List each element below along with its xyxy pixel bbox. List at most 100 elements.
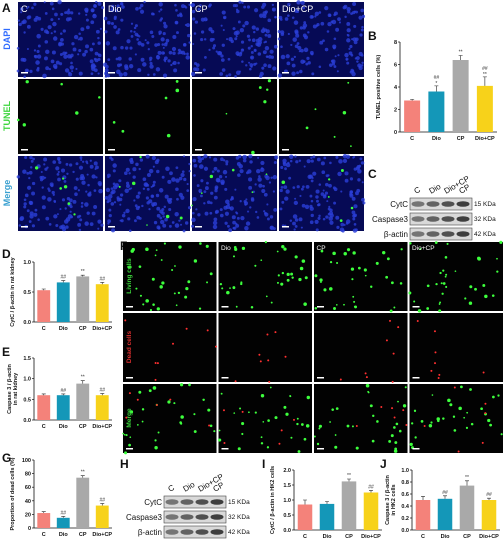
nucleus <box>159 216 163 220</box>
nucleus <box>97 53 102 58</box>
green-cell <box>365 383 370 388</box>
nucleus <box>65 217 71 222</box>
red-cell <box>172 342 175 345</box>
nucleus <box>84 221 89 226</box>
nucleus <box>155 67 161 72</box>
nucleus <box>346 22 351 26</box>
nucleus <box>67 8 70 11</box>
red-cell <box>484 402 487 405</box>
nucleus <box>317 203 321 207</box>
nucleus <box>114 9 119 13</box>
green-cell <box>417 309 422 313</box>
nucleus <box>337 17 341 22</box>
green-cell <box>286 272 290 276</box>
nucleus <box>223 205 228 210</box>
green-cell <box>334 445 338 449</box>
nucleus <box>73 34 79 40</box>
green-cell <box>299 266 304 271</box>
nucleus <box>280 165 284 170</box>
nucleus <box>149 61 153 65</box>
nucleus <box>316 157 321 162</box>
nucleus <box>173 68 178 73</box>
nucleus <box>302 23 308 28</box>
scale-bar <box>108 226 115 228</box>
nucleus <box>84 7 89 13</box>
red-cell <box>355 425 358 428</box>
green-cell <box>178 245 182 249</box>
nucleus <box>274 155 279 160</box>
nucleus <box>289 159 293 163</box>
green-cell <box>355 446 359 450</box>
green-cell <box>159 285 163 289</box>
nucleus <box>300 0 305 5</box>
nucleus <box>349 190 353 194</box>
green-cell <box>372 414 375 418</box>
nucleus <box>85 190 88 193</box>
green-cell <box>340 169 344 173</box>
nucleus <box>213 157 218 162</box>
nucleus <box>303 35 309 40</box>
green-cell <box>438 303 441 305</box>
green-cell <box>323 288 327 292</box>
nucleus <box>244 20 249 26</box>
nucleus <box>57 177 61 182</box>
nucleus <box>263 63 267 68</box>
y-tick-label: 20 <box>25 512 31 518</box>
nucleus <box>220 24 223 27</box>
nucleus <box>191 9 196 14</box>
size-label: 42 KDa <box>228 529 250 536</box>
nucleus <box>63 54 68 59</box>
green-cell <box>136 423 139 426</box>
nucleus <box>55 166 60 171</box>
nucleus <box>241 1 244 5</box>
nucleus <box>18 22 22 27</box>
bar <box>415 500 431 530</box>
nucleus <box>186 52 189 56</box>
nucleus <box>66 172 69 175</box>
nucleus <box>353 223 357 226</box>
green-cell <box>353 305 356 308</box>
green-cell <box>468 301 473 305</box>
nucleus <box>130 187 133 190</box>
nucleus <box>199 4 202 7</box>
red-cell <box>222 409 225 412</box>
nucleus <box>87 183 90 187</box>
nucleus <box>95 165 99 170</box>
nucleus <box>158 2 163 7</box>
significance: ** <box>465 475 469 481</box>
nucleus <box>167 179 172 184</box>
nucleus <box>326 30 330 33</box>
nucleus <box>193 163 198 168</box>
y-tick-label: 1.0 <box>401 468 409 474</box>
scale-bar <box>126 448 133 450</box>
green-cell <box>148 389 152 393</box>
nucleus <box>52 193 55 196</box>
green-cell <box>304 276 308 280</box>
nucleus <box>186 189 190 193</box>
nucleus <box>329 220 334 225</box>
green-cell <box>454 270 457 272</box>
nucleus <box>360 161 365 165</box>
nucleus <box>352 156 355 159</box>
nucleus <box>161 43 165 46</box>
nucleus <box>110 187 114 190</box>
green-cell <box>335 304 338 306</box>
red-cell <box>155 403 158 406</box>
nucleus <box>46 166 49 169</box>
error-bar <box>61 393 66 396</box>
green-cell <box>180 415 184 419</box>
nucleus <box>224 211 230 216</box>
green-cell <box>265 295 268 298</box>
red-cell <box>484 412 487 415</box>
nucleus <box>169 171 173 176</box>
panel-letter: A <box>2 1 11 15</box>
nucleus <box>344 15 347 19</box>
nucleus <box>77 38 80 41</box>
nucleus <box>151 155 156 161</box>
nucleus <box>353 10 357 13</box>
nucleus <box>93 189 97 192</box>
nucleus <box>177 61 180 65</box>
panel-letter: I <box>262 457 265 471</box>
nucleus <box>33 49 37 52</box>
green-cell <box>347 81 350 84</box>
